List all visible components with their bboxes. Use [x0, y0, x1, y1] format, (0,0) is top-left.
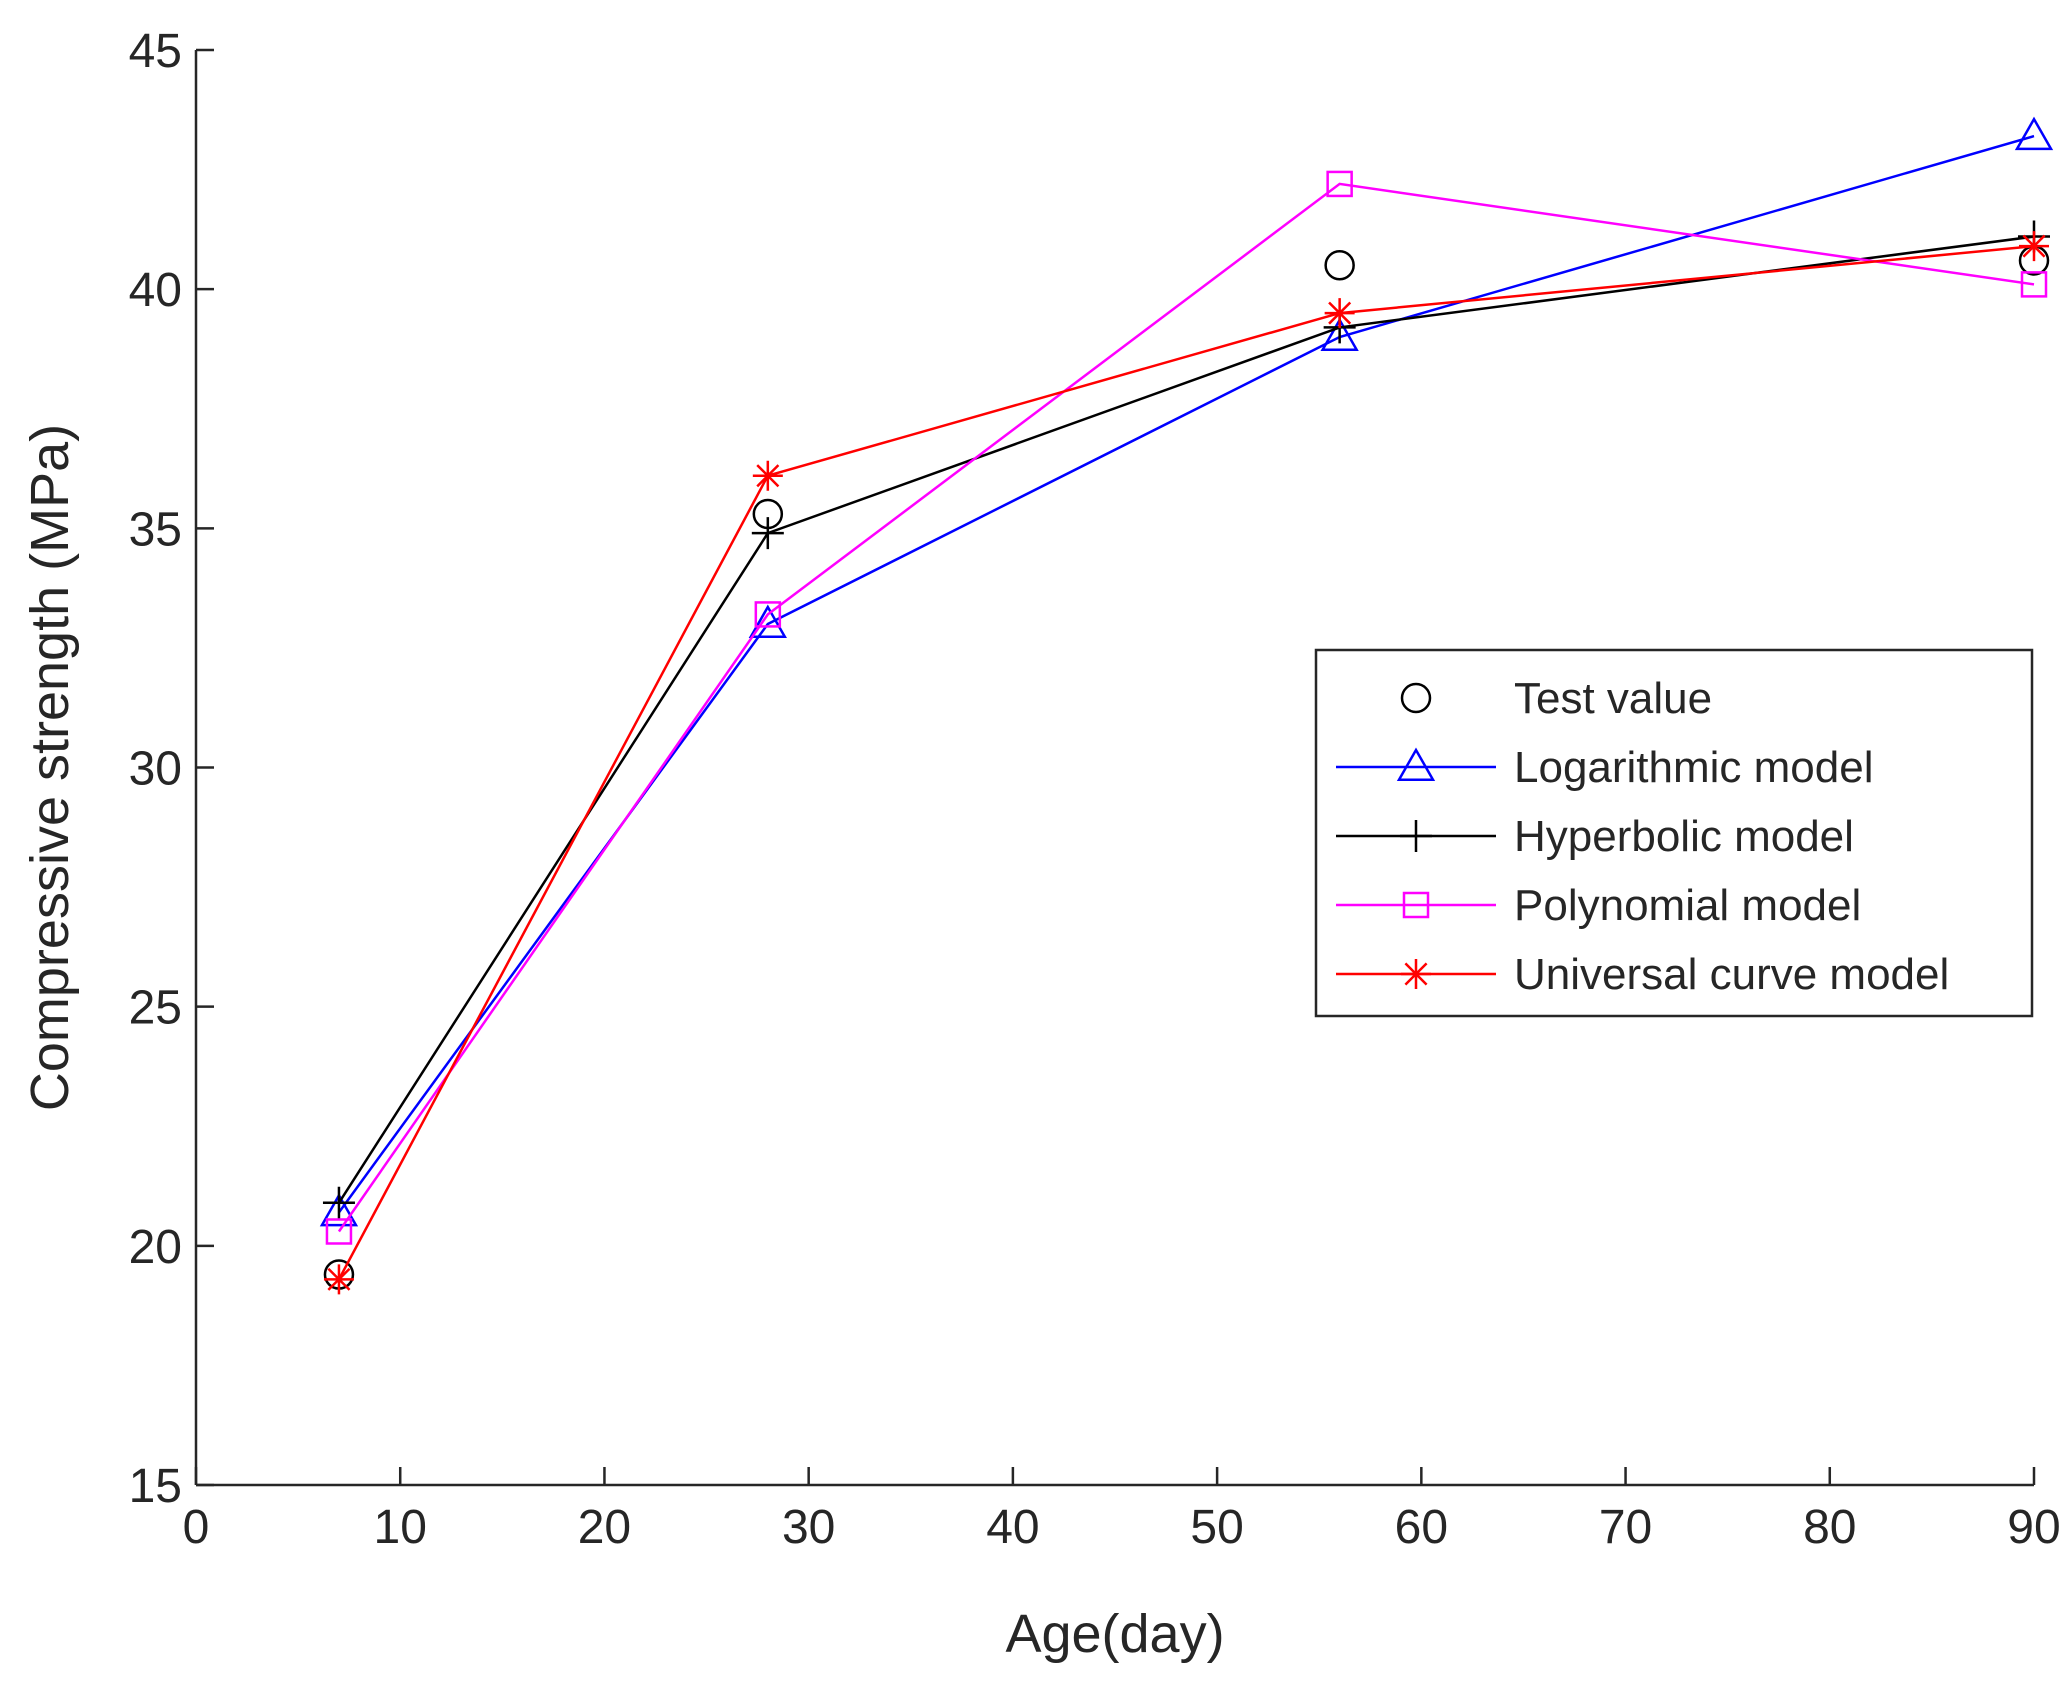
data-point-polynomial-model: [2020, 271, 2048, 298]
x-tick-label: 60: [1395, 1501, 1448, 1554]
legend-item-test-value: Test value: [1400, 674, 1712, 723]
y-tick-label: 40: [129, 264, 182, 317]
data-point-test-value: [1324, 250, 1355, 281]
legend-marker-logarithmic-model: [1396, 747, 1436, 781]
x-tick-label: 70: [1599, 1501, 1652, 1554]
data-point-logarithmic-model: [1320, 317, 1359, 351]
data-point-hyperbolic-model: [322, 1186, 355, 1219]
y-tick-label: 20: [129, 1221, 182, 1274]
axes: 0 10 20 30 40 50 60 70 80 90 15 20 25 30 35 40 45: [129, 25, 2061, 1554]
data-point-universal-curve-model: [752, 460, 783, 491]
series-line-universal-curve-model: [337, 244, 2035, 1280]
legend-box: [1314, 648, 2034, 1018]
x-tick-label: 90: [2007, 1501, 2060, 1554]
data-point-logarithmic-model: [2014, 116, 2054, 151]
data-point-logarithmic-model: [319, 1192, 359, 1227]
legend-marker-polynomial-model: [1402, 891, 1430, 919]
legend-label-hyperbolic-model: Hyperbolic model: [1514, 812, 1854, 861]
x-tick-label: 40: [986, 1501, 1039, 1554]
legend-label-test-value: Test value: [1514, 674, 1712, 723]
legend: Test value Logarithmic model Hyperbolic mo…: [1314, 648, 2034, 1018]
y-tick-label: 25: [129, 982, 182, 1035]
series-line-hyperbolic-model: [337, 235, 2035, 1204]
legend-item-universal-curve-model: Universal curve model: [1336, 950, 1949, 999]
x-tick-label: 0: [183, 1501, 210, 1554]
data-point-universal-curve-model: [2019, 231, 2049, 262]
legend-label-logarithmic-model: Logarithmic model: [1514, 743, 1874, 792]
x-tick-label: 10: [374, 1501, 427, 1554]
x-axis-label: Age(day): [1005, 1604, 1224, 1664]
x-tick-label: 50: [1190, 1501, 1243, 1554]
data-point-polynomial-model: [325, 1218, 353, 1245]
x-tick-label: 30: [782, 1501, 835, 1554]
y-tick-label: 45: [129, 25, 182, 78]
legend-marker-universal-curve-model: [1401, 959, 1431, 989]
series-layer: [319, 116, 2054, 1295]
data-point-polynomial-model: [1326, 170, 1353, 198]
y-tick-label: 15: [129, 1460, 182, 1513]
y-axis-label: Compressive strength (MPa): [20, 424, 80, 1111]
x-tick-label: 20: [578, 1501, 631, 1554]
legend-item-logarithmic-model: Logarithmic model: [1336, 743, 1874, 792]
series-universal-curve-model: [323, 231, 2049, 1295]
x-tick-label: 80: [1803, 1501, 1856, 1554]
legend-marker-hyperbolic-model: [1400, 820, 1432, 852]
legend-label-polynomial-model: Polynomial model: [1514, 881, 1861, 930]
data-point-polynomial-model: [754, 601, 782, 628]
data-point-universal-curve-model: [323, 1264, 354, 1295]
legend-marker-test-value: [1400, 682, 1432, 714]
series-polynomial-model: [325, 170, 2048, 1245]
y-tick-label: 35: [129, 503, 182, 556]
data-point-logarithmic-model: [748, 604, 787, 638]
legend-item-hyperbolic-model: Hyperbolic model: [1336, 812, 1854, 861]
y-tick-label: 30: [129, 743, 182, 796]
series-line-logarithmic-model: [337, 134, 2035, 1214]
data-point-hyperbolic-model: [751, 517, 784, 550]
legend-label-universal-curve-model: Universal curve model: [1514, 950, 1949, 999]
legend-item-polynomial-model: Polynomial model: [1336, 881, 1861, 930]
series-logarithmic-model: [319, 116, 2054, 1227]
data-point-universal-curve-model: [1324, 298, 1355, 329]
series-line-polynomial-model: [337, 182, 2035, 1233]
